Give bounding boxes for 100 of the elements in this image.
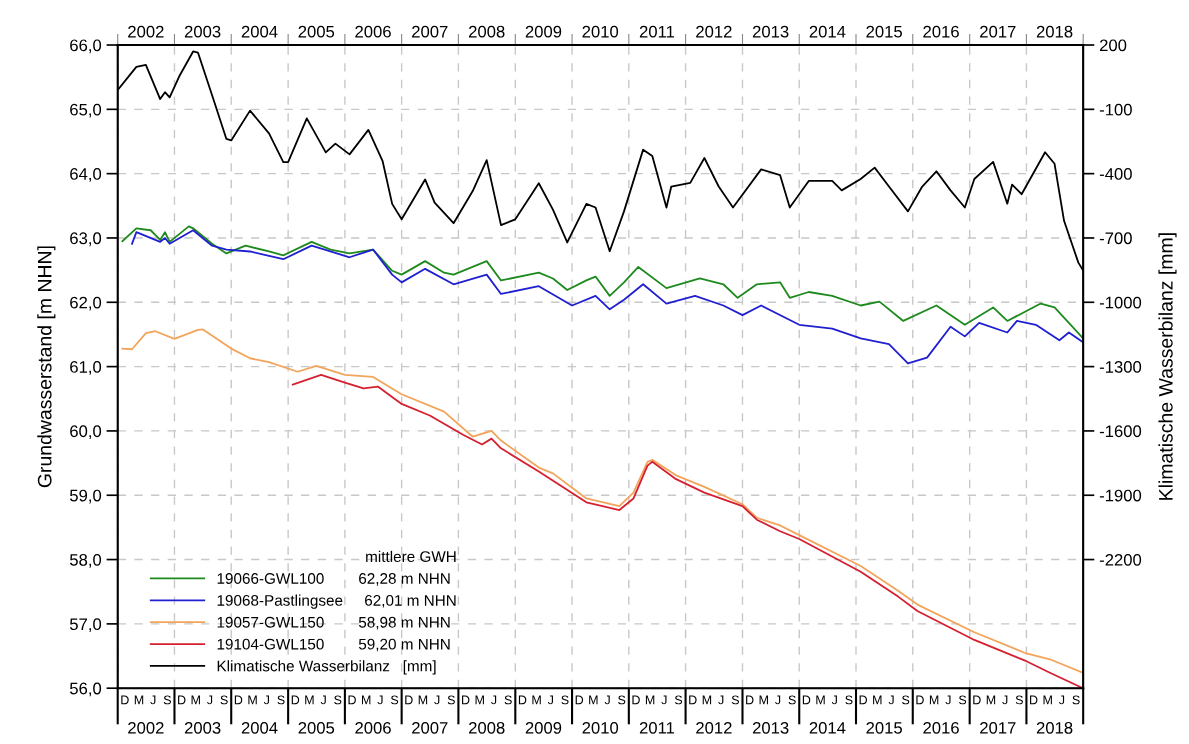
text: D bbox=[121, 695, 129, 705]
text: D bbox=[405, 695, 413, 705]
legend-label: 19066-GWL100 62,28 m NHN bbox=[217, 573, 450, 586]
x-tick-label: 2002 bbox=[128, 25, 164, 38]
x-tick-label: 2016 bbox=[923, 25, 959, 38]
x2-tick-label: 2012 bbox=[696, 721, 732, 734]
x-tick-label: 2012 bbox=[696, 25, 732, 38]
text: J bbox=[718, 695, 724, 705]
y-axis-title: Grundwasserstand [m NHN] bbox=[37, 246, 56, 488]
text: D bbox=[178, 695, 186, 705]
text: J bbox=[320, 695, 326, 705]
text: M bbox=[248, 695, 257, 705]
text: M bbox=[589, 695, 598, 705]
x2-tick-label: 2016 bbox=[923, 721, 959, 734]
text: S bbox=[277, 695, 285, 705]
text: S bbox=[788, 695, 796, 705]
text: M bbox=[873, 695, 882, 705]
x-tick-label: 2009 bbox=[525, 25, 562, 38]
y-tick-label: 56,0 bbox=[69, 682, 102, 697]
x-tick-label: 2006 bbox=[355, 25, 391, 38]
x-tick-label: 2004 bbox=[241, 25, 278, 38]
text: J bbox=[434, 695, 440, 705]
text: J bbox=[775, 695, 781, 705]
x-tick-label: 2011 bbox=[639, 25, 675, 38]
y2-tick-label: -400 bbox=[1099, 168, 1132, 180]
legend-label: Klimatische Wasserbilanz [mm] bbox=[217, 660, 436, 675]
text: D bbox=[462, 695, 470, 705]
text: M bbox=[1043, 695, 1052, 705]
text: J bbox=[831, 695, 837, 705]
x-tick-label: 2018 bbox=[1036, 25, 1073, 38]
x2-tick-label: 2002 bbox=[128, 721, 164, 734]
y2-tick-label: -1600 bbox=[1099, 425, 1142, 438]
x-tick-label: 2003 bbox=[184, 25, 221, 38]
text: D bbox=[518, 695, 527, 705]
y-tick-label: 65,0 bbox=[70, 103, 102, 118]
text: M bbox=[475, 695, 484, 705]
text: D bbox=[348, 695, 356, 705]
text: J bbox=[547, 695, 553, 705]
text: S bbox=[163, 695, 171, 705]
text: M bbox=[532, 695, 541, 705]
y-tick-label: 62,0 bbox=[70, 296, 102, 311]
text: J bbox=[1058, 695, 1065, 705]
y-tick-label: 63,0 bbox=[70, 232, 102, 247]
legend-label: 19057-GWL150 58,98 m NHN bbox=[217, 616, 450, 630]
text: S bbox=[618, 695, 626, 705]
text: J bbox=[661, 695, 667, 705]
text: D bbox=[575, 695, 584, 705]
text: S bbox=[1072, 695, 1080, 705]
text: D bbox=[746, 695, 754, 705]
text: D bbox=[234, 695, 243, 705]
x2-tick-label: 2010 bbox=[582, 721, 619, 734]
y-tick-label: 64,0 bbox=[70, 168, 102, 182]
text: D bbox=[973, 695, 981, 705]
text: S bbox=[220, 695, 228, 705]
text: S bbox=[958, 695, 967, 705]
text: J bbox=[150, 695, 156, 705]
y2-tick-label: -2200 bbox=[1099, 553, 1142, 566]
y2-axis-title: Klimatische Wasserbilanz [mm] bbox=[1158, 233, 1177, 500]
x-tick-label: 2014 bbox=[809, 25, 846, 38]
y-tick-label: 61,0 bbox=[70, 361, 102, 375]
y2-tick-label: -1000 bbox=[1099, 296, 1142, 309]
text: M bbox=[702, 695, 712, 705]
y-tick-label: 60,0 bbox=[70, 425, 102, 440]
y2-tick-label: -700 bbox=[1099, 232, 1132, 245]
x2-tick-label: 2018 bbox=[1036, 721, 1073, 734]
x2-tick-label: 2006 bbox=[355, 721, 391, 734]
x2-tick-label: 2014 bbox=[809, 721, 846, 734]
y2-tick-label: -100 bbox=[1099, 103, 1132, 116]
text: S bbox=[504, 695, 512, 705]
text: J bbox=[491, 695, 497, 705]
text: D bbox=[1030, 695, 1038, 705]
x2-tick-label: 2011 bbox=[639, 721, 675, 734]
y-tick-label: 58,0 bbox=[69, 553, 102, 568]
text: S bbox=[674, 695, 683, 705]
x-tick-label: 2008 bbox=[469, 25, 505, 38]
x2-tick-label: 2015 bbox=[866, 721, 902, 734]
legend-label: 19068-Pastlingsee 62,01 m NHN bbox=[217, 594, 456, 609]
x2-tick-label: 2008 bbox=[469, 721, 505, 734]
text: M bbox=[305, 695, 314, 705]
text: S bbox=[845, 695, 853, 705]
text: S bbox=[390, 695, 399, 705]
y2-tick-label: -1300 bbox=[1099, 361, 1142, 373]
y2-tick-label: -1900 bbox=[1099, 489, 1142, 502]
text: D bbox=[916, 695, 924, 705]
x-tick-label: 2005 bbox=[298, 25, 335, 38]
line-series bbox=[121, 328, 1084, 674]
text: S bbox=[902, 695, 910, 705]
text: D bbox=[802, 695, 811, 705]
text: D bbox=[291, 695, 300, 705]
x-tick-label: 2015 bbox=[866, 25, 902, 38]
x2-tick-label: 2005 bbox=[298, 721, 335, 734]
y-tick-label: 57,0 bbox=[69, 618, 102, 633]
x2-tick-label: 2007 bbox=[412, 721, 448, 734]
text: J bbox=[263, 695, 269, 705]
y-tick-label: 66,0 bbox=[70, 39, 102, 54]
line-series bbox=[131, 229, 1084, 365]
x-tick-label: 2013 bbox=[752, 25, 789, 38]
text: M bbox=[759, 695, 768, 705]
text: M bbox=[929, 695, 939, 705]
text: M bbox=[645, 695, 655, 705]
